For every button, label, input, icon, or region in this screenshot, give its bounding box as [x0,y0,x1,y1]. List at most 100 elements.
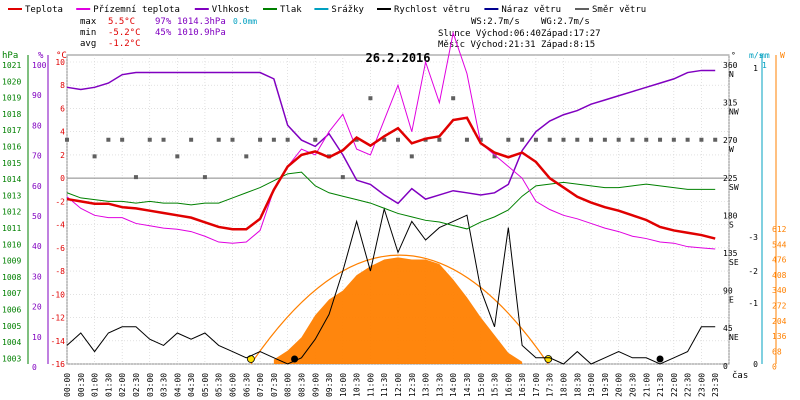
stat-min-press: 1010.9hPa [177,28,226,38]
x-tick: 10:30 [353,373,362,397]
x-tick: 16:00 [504,373,513,397]
dir-tick: 315 [723,99,738,108]
x-tick: 14:00 [449,373,458,397]
wind-direction-point [520,137,525,142]
x-tick: 01:00 [91,373,100,397]
temp-tick: 6 [60,104,65,113]
x-tick: 17:30 [546,373,555,397]
wind-direction-point [464,137,469,142]
wind-direction-point [244,154,249,159]
ms-axis-unit: m/s [749,51,764,60]
dir-tick: 135 [723,249,738,258]
wind-speed-line [66,207,716,365]
dir-tick: 270 [723,136,738,145]
hpa-tick: 1021 [2,61,21,70]
x-tick: 18:00 [560,373,569,397]
temp-tick: -14 [51,337,66,346]
hpa-tick: 1011 [2,224,21,233]
stat-max-hum: 97% [155,17,172,27]
x-tick: 05:00 [201,373,210,397]
temp-tick: 0 [60,174,65,183]
mm-axis-unit: mm [760,51,770,60]
ms-tick: -1 [748,299,758,308]
info-moon-set: Západ:8:15 [541,40,595,50]
wind-direction-point [189,137,194,142]
hpa-tick: 1012 [2,208,21,217]
w-tick: 68 [772,347,782,356]
pct-tick: 20 [32,303,42,312]
x-tick: 18:30 [573,373,582,397]
wind-direction-point [616,137,621,142]
ms-tick: 1 [753,64,758,73]
temp-tick: -4 [55,221,65,230]
pressure-line [66,171,716,230]
x-tick: 12:30 [408,373,417,397]
legend-label: Náraz větru [501,5,561,15]
ms-tick: 0 [753,360,758,369]
wind-direction-point [478,137,483,142]
info-sun-rise: Slunce Východ:06:40 [438,29,541,39]
wind-direction-point [658,137,663,142]
wind-direction-point [409,154,414,159]
x-tick: 06:30 [242,373,251,397]
temp-tick: 4 [60,128,65,137]
pct-tick: 30 [32,272,42,281]
wind-direction-point [65,137,69,142]
stat-max-press: 1014.3hPa [177,17,226,27]
wind-direction-point [271,137,276,142]
x-tick: 05:30 [215,373,224,397]
w-tick: 544 [772,240,787,249]
wind-direction-point [354,137,359,142]
x-tick: 03:00 [146,373,155,397]
dir-name: NW [729,108,739,117]
x-tick: 15:00 [477,373,486,397]
wind-direction-point [202,175,207,180]
wind-direction-point [92,154,97,159]
wind-direction-point [533,137,538,142]
ms-tick: -3 [748,233,758,242]
x-tick: 07:30 [270,373,279,397]
temp-tick: 2 [60,151,65,160]
stat-max-temp: 5.5°C [108,17,135,27]
legend-label: Vlhkost [212,5,250,15]
temp-tick: -8 [55,267,65,276]
wind-direction-point [589,137,594,142]
info-moon-rise: Měsíc Východ:21:31 [438,40,536,50]
wind-direction-point [258,137,263,142]
x-axis-label: čas [732,370,748,381]
wind-direction-point [120,137,125,142]
dir-name: S [729,220,734,229]
wind-direction-point [685,137,690,142]
hpa-tick: 1020 [2,77,21,86]
x-tick: 12:00 [394,373,403,397]
dir-name: SW [729,183,739,192]
temp-tick: -16 [51,360,66,369]
moonrise-marker [656,355,664,363]
pct-tick: 100 [32,61,47,70]
dir-axis-unit: ° [731,51,736,60]
w-tick: 136 [772,332,787,341]
hpa-tick: 1004 [2,338,21,347]
x-tick: 13:30 [435,373,444,397]
x-tick: 09:30 [325,373,334,397]
stat-avg-temp: -1.2°C [108,39,141,49]
hpa-tick: 1017 [2,126,21,135]
x-tick: 22:30 [684,373,693,397]
w-tick: 272 [772,302,787,311]
hpa-tick: 1007 [2,289,21,298]
hpa-tick: 1008 [2,273,21,282]
x-tick: 16:30 [518,373,527,397]
wind-direction-point [671,137,676,142]
temp-tick: -6 [55,244,65,253]
hpa-axis-unit: hPa [2,51,18,61]
pct-tick: 60 [32,182,42,191]
wind-direction-point [437,137,442,142]
x-tick: 03:30 [160,373,169,397]
w-tick: 204 [772,317,787,326]
legend-label: Teplota [25,5,63,15]
hpa-tick: 1005 [2,322,21,331]
wind-direction-point [506,137,511,142]
moonset-marker [291,355,299,363]
pct-tick: 70 [32,152,42,161]
